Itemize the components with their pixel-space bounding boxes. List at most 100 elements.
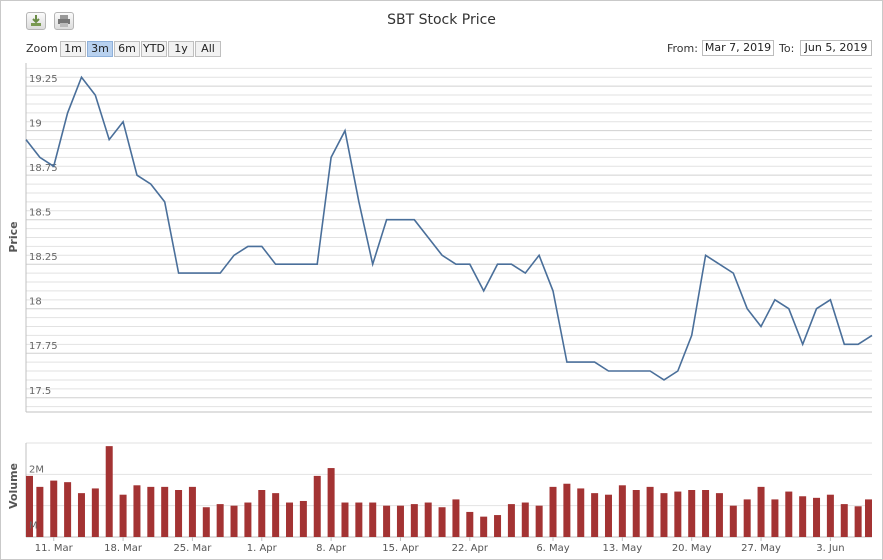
- volume-bar: [674, 491, 682, 537]
- volume-bar: [715, 493, 723, 537]
- zoom-1y-button[interactable]: 1y: [168, 41, 194, 57]
- volume-bar: [161, 486, 169, 537]
- zoom-ytd-button[interactable]: YTD: [141, 41, 167, 57]
- x-tick-label: 25. Mar: [173, 543, 212, 554]
- volume-bar: [105, 446, 113, 537]
- volume-bar: [702, 490, 710, 537]
- volume-bar: [26, 475, 33, 537]
- x-tick-label: 11. Mar: [35, 543, 74, 554]
- volume-bar: [216, 504, 224, 537]
- volume-bar: [438, 507, 446, 537]
- to-date-input[interactable]: Jun 5, 2019: [800, 40, 872, 56]
- price-axis-title: Price: [7, 221, 20, 252]
- volume-bar: [577, 488, 585, 537]
- volume-bar: [64, 482, 72, 537]
- volume-bar: [77, 493, 85, 537]
- volume-tick-labels: M 2M: [29, 464, 44, 531]
- volume-bar: [286, 502, 294, 537]
- volume-bar: [729, 505, 737, 537]
- volume-bar: [424, 502, 432, 537]
- zoom-all-button[interactable]: All: [195, 41, 221, 57]
- volume-bar: [313, 475, 321, 537]
- from-label: From:: [667, 42, 698, 55]
- volume-bar: [36, 486, 44, 537]
- price-tick-label: 19.25: [29, 74, 58, 85]
- volume-bar: [618, 485, 626, 537]
- volume-bar: [244, 502, 252, 537]
- volume-bar: [327, 468, 335, 537]
- download-icon-glyph: [31, 15, 41, 26]
- price-tick-labels: 17.5 17.75 18 18.25 18.5 18.75 19 19.25: [29, 74, 58, 397]
- x-tick-label: 13. May: [602, 543, 642, 554]
- volume-bar: [133, 485, 141, 537]
- volume-bar: [826, 494, 834, 537]
- volume-bar: [521, 502, 529, 537]
- volume-bar: [355, 502, 363, 537]
- volume-bars: [26, 446, 872, 537]
- x-tick-label: 22. Apr: [452, 543, 489, 554]
- volume-bar: [632, 490, 640, 537]
- volume-bar: [688, 490, 696, 537]
- x-tick-label: 6. May: [536, 543, 569, 554]
- volume-bar: [757, 486, 765, 537]
- volume-bar: [591, 493, 599, 537]
- volume-bar: [175, 490, 183, 537]
- volume-bar: [480, 516, 488, 537]
- volume-bar: [785, 491, 793, 537]
- price-grid: [26, 67, 872, 408]
- volume-bar: [854, 506, 862, 537]
- volume-bar: [840, 504, 848, 537]
- volume-bar: [535, 505, 543, 537]
- volume-bar: [188, 486, 196, 537]
- volume-bar: [604, 494, 612, 537]
- price-tick-label: 18.25: [29, 252, 58, 263]
- volume-bar: [91, 488, 99, 537]
- printer-icon-glyph: [58, 15, 70, 27]
- volume-bar: [743, 499, 751, 537]
- volume-axis-title: Volume: [7, 463, 20, 509]
- volume-bar: [799, 496, 807, 537]
- to-label: To:: [779, 42, 795, 55]
- download-icon[interactable]: [26, 12, 46, 30]
- price-tick-label: 18.5: [29, 208, 51, 219]
- x-tick-label: 3. Jun: [816, 543, 844, 554]
- volume-bar: [258, 490, 266, 537]
- zoom-1m-button[interactable]: 1m: [60, 41, 86, 57]
- volume-bar: [147, 486, 155, 537]
- volume-bar: [341, 502, 349, 537]
- volume-tick-label: 2M: [29, 464, 44, 475]
- price-tick-label: 19: [29, 119, 42, 130]
- zoom-label: Zoom: [26, 42, 58, 55]
- volume-bar: [507, 504, 515, 537]
- volume-bar: [813, 497, 821, 537]
- volume-bar: [452, 499, 460, 537]
- zoom-6m-button[interactable]: 6m: [114, 41, 140, 57]
- x-tick-label: 15. Apr: [382, 543, 419, 554]
- x-tick-label: 18. Mar: [104, 543, 143, 554]
- volume-bar: [50, 480, 58, 537]
- volume-bar: [563, 483, 571, 537]
- volume-bar: [865, 499, 872, 537]
- volume-bar: [383, 505, 391, 537]
- volume-bar: [494, 515, 502, 537]
- volume-tick-label: M: [29, 521, 38, 532]
- volume-bar: [466, 511, 474, 537]
- x-tick-label: 1. Apr: [247, 543, 278, 554]
- price-tick-label: 17.5: [29, 386, 51, 397]
- printer-icon[interactable]: [54, 12, 74, 30]
- price-tick-label: 18.75: [29, 163, 58, 174]
- zoom-3m-button[interactable]: 3m: [87, 41, 113, 57]
- x-tick-label: 8. Apr: [316, 543, 347, 554]
- volume-bar: [299, 500, 307, 537]
- chart-title: SBT Stock Price: [387, 12, 496, 28]
- from-date-input[interactable]: Mar 7, 2019: [702, 40, 774, 56]
- volume-bar: [202, 507, 210, 537]
- price-tick-label: 18: [29, 297, 42, 308]
- price-tick-label: 17.75: [29, 341, 58, 352]
- volume-bar: [410, 504, 418, 537]
- volume-bar: [369, 502, 377, 537]
- x-tick-label: 20. May: [672, 543, 712, 554]
- volume-bar: [272, 493, 280, 537]
- price-series-line: [25, 75, 873, 381]
